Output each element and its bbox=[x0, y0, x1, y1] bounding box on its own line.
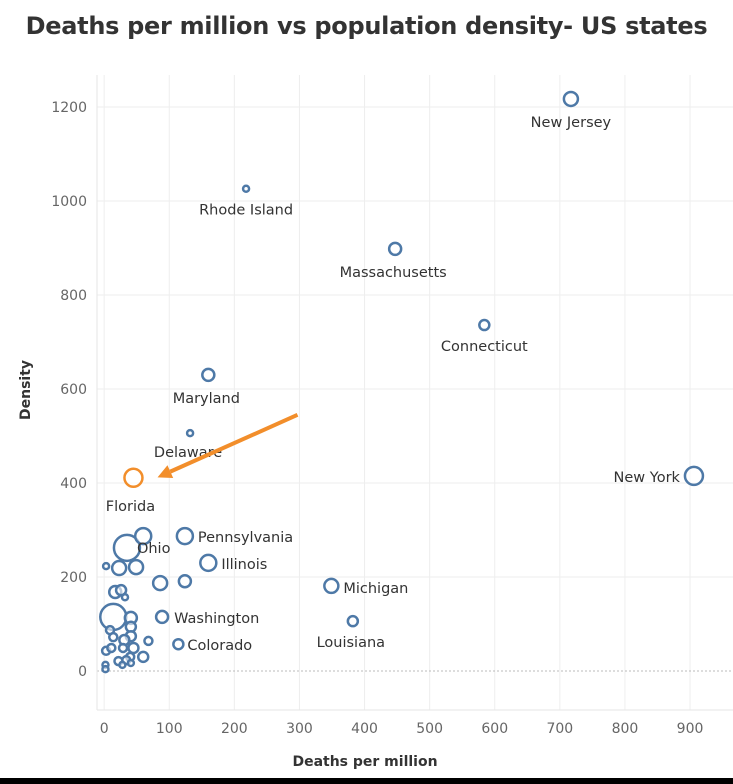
y-tick-label: 200 bbox=[60, 570, 87, 586]
point-label: Washington bbox=[174, 611, 259, 627]
annotation-arrow-head bbox=[157, 465, 174, 479]
point-label: Louisiana bbox=[317, 635, 385, 651]
x-tick-label: 300 bbox=[286, 721, 313, 737]
y-tick-label: 600 bbox=[60, 382, 87, 398]
y-tick-label: 400 bbox=[60, 476, 87, 492]
window-border bbox=[0, 778, 733, 784]
data-point bbox=[478, 318, 491, 332]
x-tick-label: 800 bbox=[612, 721, 639, 737]
data-point bbox=[108, 631, 119, 643]
point-label: Connecticut bbox=[441, 339, 528, 355]
data-point bbox=[112, 533, 142, 563]
data-point bbox=[683, 465, 705, 487]
x-tick-label: 600 bbox=[481, 721, 508, 737]
point-label: Ohio bbox=[137, 541, 171, 557]
point-label: Illinois bbox=[221, 557, 267, 573]
data-point bbox=[133, 526, 153, 546]
data-point bbox=[117, 642, 129, 654]
y-axis-title: Density bbox=[18, 360, 34, 420]
point-label: Maryland bbox=[173, 391, 240, 407]
data-point bbox=[101, 561, 111, 571]
data-point bbox=[127, 641, 140, 655]
annotation-arrow-shaft bbox=[169, 412, 299, 474]
point-label: Massachusetts bbox=[340, 265, 447, 281]
point-label: New York bbox=[614, 470, 681, 486]
data-point bbox=[241, 184, 251, 193]
data-point bbox=[120, 592, 130, 602]
data-point bbox=[346, 614, 360, 628]
data-point bbox=[175, 526, 195, 546]
y-tick-label: 1000 bbox=[51, 194, 87, 210]
x-tick-label: 400 bbox=[351, 721, 378, 737]
data-point bbox=[126, 658, 136, 668]
data-point bbox=[143, 635, 154, 647]
x-tick-label: 500 bbox=[416, 721, 443, 737]
x-tick-label: 200 bbox=[221, 721, 248, 737]
x-tick-label: 900 bbox=[677, 721, 704, 737]
data-point bbox=[136, 650, 150, 664]
data-point bbox=[199, 553, 218, 573]
point-label: Pennsylvania bbox=[198, 530, 293, 546]
point-label: New Jersey bbox=[531, 115, 612, 131]
data-point bbox=[323, 577, 340, 595]
data-point bbox=[101, 664, 110, 674]
point-label: Florida bbox=[106, 499, 155, 515]
x-tick-label: 100 bbox=[156, 721, 183, 737]
x-axis-title: Deaths per million bbox=[292, 754, 437, 770]
y-tick-label: 1200 bbox=[51, 100, 87, 116]
data-point bbox=[154, 609, 170, 625]
data-point bbox=[118, 660, 127, 670]
data-point bbox=[151, 574, 169, 592]
data-point bbox=[185, 428, 195, 438]
data-point bbox=[110, 559, 128, 577]
data-point bbox=[201, 367, 216, 383]
data-point bbox=[172, 637, 185, 651]
y-tick-label: 0 bbox=[78, 664, 87, 680]
data-point bbox=[562, 90, 580, 108]
point-label: Rhode Island bbox=[199, 203, 293, 219]
chart-title: Deaths per million vs population density… bbox=[25, 12, 708, 40]
point-label: Michigan bbox=[343, 581, 408, 597]
data-point bbox=[106, 642, 117, 654]
data-point bbox=[123, 467, 144, 489]
data-point bbox=[387, 241, 403, 257]
x-tick-label: 0 bbox=[100, 721, 109, 737]
point-label: Colorado bbox=[187, 638, 252, 654]
data-point bbox=[114, 583, 128, 597]
x-tick-label: 700 bbox=[546, 721, 573, 737]
data-point bbox=[127, 558, 145, 576]
y-tick-label: 800 bbox=[60, 288, 87, 304]
data-point bbox=[177, 573, 193, 589]
